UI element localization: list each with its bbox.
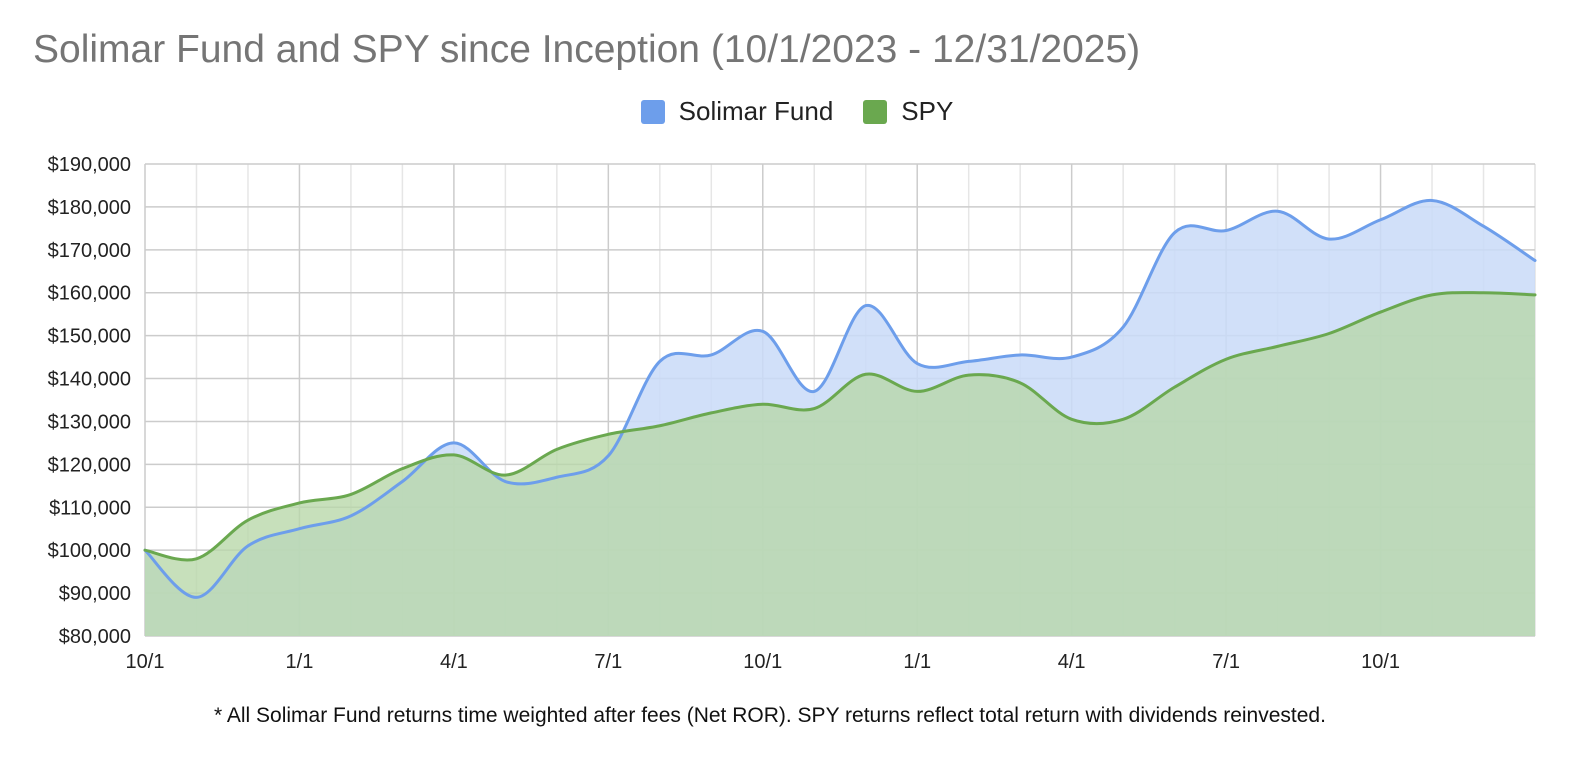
legend-item-solimar: Solimar Fund <box>640 96 834 127</box>
y-tick-label: $160,000 <box>48 283 131 305</box>
series-lines <box>143 198 1537 599</box>
footnote: * All Solimar Fund returns time weighted… <box>214 704 1326 727</box>
line-solimar <box>143 198 1537 599</box>
legend: Solimar Fund SPY <box>0 96 1594 127</box>
y-tick-label: $120,000 <box>48 454 131 476</box>
x-tick-label: 10/1 <box>126 651 165 673</box>
legend-item-spy: SPY <box>863 96 953 127</box>
legend-label-solimar: Solimar Fund <box>678 96 834 126</box>
area-spy <box>145 292 1535 636</box>
x-tick-label: 7/1 <box>1212 651 1240 673</box>
x-tick-label: 4/1 <box>440 651 468 673</box>
y-tick-label: $80,000 <box>59 626 131 648</box>
y-tick-label: $130,000 <box>48 411 131 433</box>
chart-title: Solimar Fund and SPY since Inception (10… <box>33 28 1141 71</box>
y-tick-label: $90,000 <box>59 583 131 605</box>
legend-swatch-spy <box>863 99 888 124</box>
y-tick-label: $190,000 <box>48 154 131 176</box>
y-axis-ticks: $80,000 $90,000 $100,000 $110,000 $120,000 $1… <box>48 154 131 648</box>
line-spy <box>143 291 1537 562</box>
x-tick-label: 10/1 <box>1361 651 1400 673</box>
x-tick-label: 4/1 <box>1058 651 1086 673</box>
legend-label-spy: SPY <box>901 96 954 126</box>
y-tick-label: $140,000 <box>48 369 131 391</box>
y-tick-label: $150,000 <box>48 326 131 348</box>
y-tick-label: $100,000 <box>48 540 131 562</box>
x-tick-label: 1/1 <box>903 651 931 673</box>
x-tick-label: 10/1 <box>743 651 782 673</box>
y-tick-label: $170,000 <box>48 240 131 262</box>
y-tick-label: $180,000 <box>48 197 131 219</box>
x-axis-ticks: 10/1 1/1 4/1 7/1 10/1 1/1 4/1 7/1 10/1 <box>126 651 1400 673</box>
legend-swatch-solimar <box>640 99 665 124</box>
x-tick-label: 7/1 <box>594 651 622 673</box>
series-areas <box>145 200 1535 637</box>
y-tick-label: $110,000 <box>49 497 131 519</box>
x-tick-label: 1/1 <box>286 651 314 673</box>
